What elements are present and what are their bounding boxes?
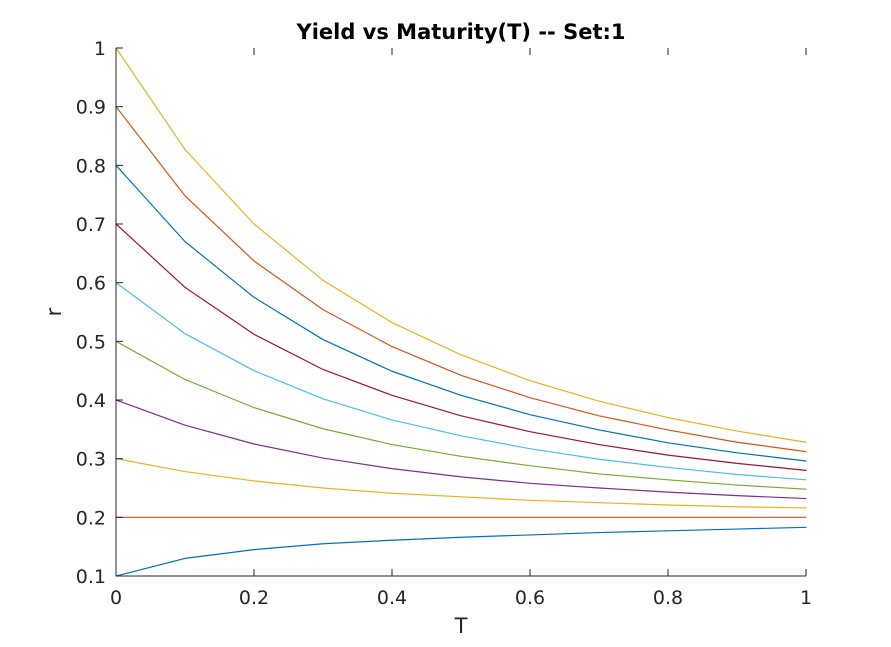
series-line-3: [115, 458, 807, 509]
y-tick-label: 0.7: [76, 214, 106, 236]
chart-title: Yield vs Maturity(T) -- Set:1: [295, 20, 625, 44]
y-tick-label: 0.2: [76, 507, 106, 529]
series-line-4: [115, 399, 807, 500]
series-line-8: [115, 164, 807, 462]
plot-area: [116, 48, 806, 576]
y-tick-label: 0.4: [76, 390, 106, 412]
series-layer: [115, 47, 807, 577]
series-line-5: [115, 340, 807, 490]
series-line-6: [115, 282, 807, 481]
x-axis-label: T: [454, 614, 468, 638]
y-tick-label: 0.3: [76, 449, 106, 471]
y-tick-label: 0.8: [76, 155, 106, 177]
ticks-layer: 0 0.2 0.4 0.6 0.8 1 0.1 0.2 0.3 0.4 0.5 0.6 0.7 0.8 0.…: [76, 38, 812, 609]
series-line-10: [115, 47, 807, 443]
x-tick-label: 0.8: [653, 587, 683, 609]
y-axis-label: r: [42, 307, 66, 316]
series-line-7: [115, 223, 807, 471]
x-tick-label: 0: [110, 587, 122, 609]
x-tick-label: 0.2: [239, 587, 269, 609]
y-tick-label: 0.6: [76, 273, 106, 295]
y-tick-label: 0.9: [76, 97, 106, 119]
x-tick-label: 0.4: [377, 587, 407, 609]
series-line-9: [115, 106, 807, 453]
y-tick-label: 0.1: [76, 566, 106, 588]
series-line-1: [115, 526, 807, 577]
x-tick-label: 1: [800, 587, 812, 609]
y-tick-label: 0.5: [76, 331, 106, 353]
y-tick-label: 1: [94, 38, 106, 60]
axes-layer: [115, 48, 806, 577]
x-tick-label: 0.6: [515, 587, 545, 609]
